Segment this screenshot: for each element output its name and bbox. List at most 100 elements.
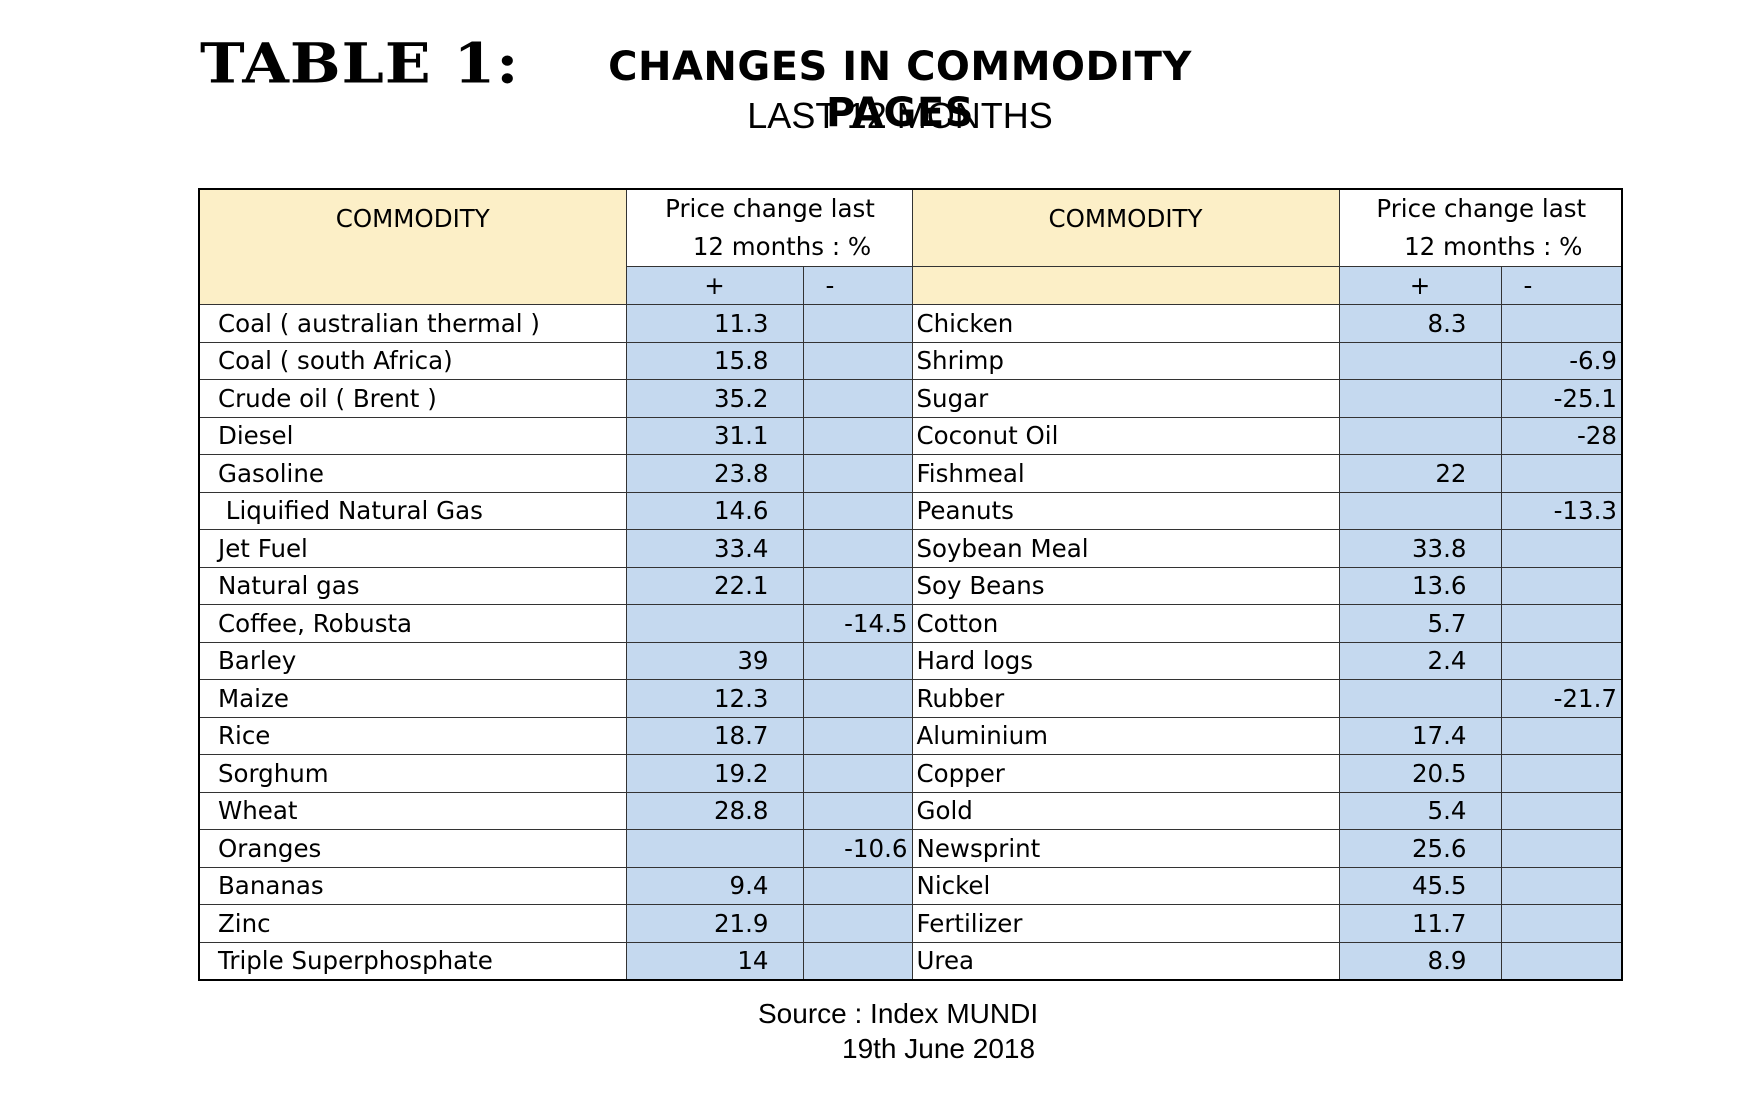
left-commodity-cell: Wheat: [198, 791, 627, 830]
table-row: Liquified Natural Gas 14.6 Peanuts -13.3: [198, 491, 1623, 530]
left-commodity-cell: Jet Fuel: [198, 529, 627, 568]
right-increase-cell: [1338, 379, 1502, 418]
right-decrease-cell: -28: [1500, 416, 1623, 455]
left-commodity-cell: Natural gas: [198, 566, 627, 605]
left-commodity-cell: Diesel: [198, 416, 627, 455]
header-commodity-left: COMMODITY: [198, 188, 627, 305]
table-row: Zinc 21.9 Fertilizer 11.7: [198, 904, 1623, 943]
right-decrease-cell: -6.9: [1500, 341, 1623, 380]
right-commodity-cell: Fishmeal: [911, 454, 1340, 493]
right-decrease-cell: [1500, 754, 1623, 793]
left-decrease-cell: -10.6: [802, 829, 913, 868]
right-decrease-cell: [1500, 716, 1623, 755]
header-price-right: Price change last 12 months : %: [1338, 188, 1623, 267]
table-row: Jet Fuel 33.4 Soybean Meal 33.8: [198, 529, 1623, 568]
left-increase-cell: 22.1: [625, 566, 804, 605]
left-decrease-cell: [802, 491, 913, 530]
right-increase-cell: 11.7: [1338, 904, 1502, 943]
right-increase-cell: 5.4: [1338, 791, 1502, 830]
right-increase-cell: 13.6: [1338, 566, 1502, 605]
commodity-table: COMMODITY Price change last 12 months : …: [198, 188, 1623, 981]
left-commodity-cell: Sorghum: [198, 754, 627, 793]
right-increase-cell: [1338, 416, 1502, 455]
header-plus-left: +: [625, 266, 804, 305]
right-increase-cell: 17.4: [1338, 716, 1502, 755]
header-plus-right: +: [1338, 266, 1502, 305]
left-commodity-cell: Oranges: [198, 829, 627, 868]
left-increase-cell: [625, 604, 804, 643]
table-row: Bananas 9.4 Nickel 45.5: [198, 866, 1623, 905]
right-commodity-cell: Newsprint: [911, 829, 1340, 868]
left-increase-cell: 23.8: [625, 454, 804, 493]
left-increase-cell: 19.2: [625, 754, 804, 793]
source-note: Source : Index MUNDI: [758, 998, 1039, 1029]
left-decrease-cell: [802, 754, 913, 793]
left-increase-cell: 14: [625, 941, 804, 981]
right-commodity-cell: Rubber: [911, 679, 1340, 718]
left-decrease-cell: -14.5: [802, 604, 913, 643]
left-increase-cell: 15.8: [625, 341, 804, 380]
right-commodity-cell: Nickel: [911, 866, 1340, 905]
left-decrease-cell: [802, 904, 913, 943]
left-decrease-cell: [802, 679, 913, 718]
table-label: TABLE 1:: [200, 32, 520, 97]
right-commodity-cell: Hard logs: [911, 641, 1340, 680]
right-increase-cell: [1338, 679, 1502, 718]
right-commodity-cell: Fertilizer: [911, 904, 1340, 943]
right-decrease-cell: [1500, 566, 1623, 605]
left-increase-cell: 21.9: [625, 904, 804, 943]
right-commodity-cell: Sugar: [911, 379, 1340, 418]
left-commodity-cell: Coal ( australian thermal ): [198, 304, 627, 343]
right-increase-cell: 8.9: [1338, 941, 1502, 981]
table-row: Coal ( australian thermal ) 11.3 Chicken 8.…: [198, 304, 1623, 343]
right-commodity-cell: Chicken: [911, 304, 1340, 343]
table-row: Barley 39 Hard logs 2.4: [198, 641, 1623, 680]
right-commodity-cell: Coconut Oil: [911, 416, 1340, 455]
left-commodity-cell: Barley: [198, 641, 627, 680]
table-row: Gasoline 23.8 Fishmeal 22: [198, 454, 1623, 493]
left-commodity-cell: Triple Superphosphate: [198, 941, 627, 981]
left-decrease-cell: [802, 416, 913, 455]
right-decrease-cell: [1500, 941, 1623, 981]
left-decrease-cell: [802, 641, 913, 680]
table-row: Triple Superphosphate 14 Urea 8.9: [198, 941, 1623, 981]
right-increase-cell: [1338, 341, 1502, 380]
left-commodity-cell: Coffee, Robusta: [198, 604, 627, 643]
left-increase-cell: [625, 829, 804, 868]
left-commodity-cell: Zinc: [198, 904, 627, 943]
right-increase-cell: 20.5: [1338, 754, 1502, 793]
left-commodity-cell: Bananas: [198, 866, 627, 905]
left-increase-cell: 9.4: [625, 866, 804, 905]
right-increase-cell: 45.5: [1338, 866, 1502, 905]
left-commodity-cell: Liquified Natural Gas: [198, 491, 627, 530]
source-date: 19th June 2018: [842, 1033, 1036, 1064]
header-commodity-right: COMMODITY: [911, 188, 1340, 267]
right-decrease-cell: [1500, 641, 1623, 680]
right-decrease-cell: -21.7: [1500, 679, 1623, 718]
right-decrease-cell: [1500, 529, 1623, 568]
right-commodity-cell: Peanuts: [911, 491, 1340, 530]
left-increase-cell: 11.3: [625, 304, 804, 343]
header-blank-right: [911, 266, 1340, 305]
table-row: Diesel 31.1 Coconut Oil -28: [198, 416, 1623, 455]
left-decrease-cell: [802, 341, 913, 380]
left-increase-cell: 14.6: [625, 491, 804, 530]
header-price-right-line1: Price change last: [1376, 194, 1587, 223]
header-price-left: Price change last 12 months : %: [625, 188, 913, 267]
left-decrease-cell: [802, 529, 913, 568]
table-row: Oranges -10.6 Newsprint 25.6: [198, 829, 1623, 868]
right-decrease-cell: -25.1: [1500, 379, 1623, 418]
right-decrease-cell: [1500, 304, 1623, 343]
right-decrease-cell: [1500, 829, 1623, 868]
header-minus-left: -: [802, 266, 913, 305]
right-decrease-cell: [1500, 454, 1623, 493]
right-commodity-cell: Soy Beans: [911, 566, 1340, 605]
left-decrease-cell: [802, 866, 913, 905]
right-commodity-cell: Gold: [911, 791, 1340, 830]
left-decrease-cell: [802, 941, 913, 981]
header-price-right-line2: 12 months : %: [1404, 232, 1583, 261]
left-commodity-cell: Maize: [198, 679, 627, 718]
left-commodity-cell: Coal ( south Africa): [198, 341, 627, 380]
left-decrease-cell: [802, 379, 913, 418]
left-increase-cell: 33.4: [625, 529, 804, 568]
